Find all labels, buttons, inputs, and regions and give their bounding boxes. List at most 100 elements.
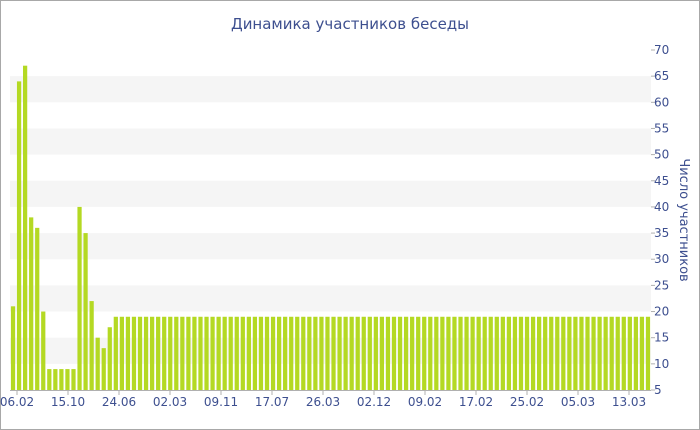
grid-bands [10,76,651,364]
bar [440,316,445,390]
bar [216,316,221,390]
x-tick-label: 05.03 [561,395,595,409]
bar [295,316,300,390]
bar [555,316,560,390]
bar [210,316,215,390]
bar [428,316,433,390]
bar-series [10,65,651,390]
y-tick-label: 50 [654,148,669,162]
bar [222,316,227,390]
bar [23,65,28,390]
x-tick-label: 02.03 [153,395,187,409]
bar [162,316,167,390]
bar [59,369,64,390]
bar [422,316,427,390]
bar [379,316,385,390]
x-tick-label: 24.06 [102,395,136,409]
bar [494,316,499,390]
bar [168,316,173,390]
bar [337,316,342,390]
bar [95,337,100,390]
bar [258,316,264,390]
bar [131,316,137,390]
bar [16,81,22,390]
bar [470,316,475,390]
bar [645,316,651,390]
bar [83,233,88,390]
bar [319,316,324,390]
bar [416,316,421,390]
bar [113,316,118,390]
bar [488,316,493,390]
bar [385,316,391,390]
bar [512,316,518,390]
y-tick-label: 10 [654,357,669,371]
bar [452,316,457,390]
x-tick-label: 13.03 [612,395,646,409]
grid-band [10,76,651,103]
bar [373,316,378,390]
bar [101,348,106,390]
x-tick-label: 26.03 [306,395,340,409]
bar [446,316,451,390]
bar [343,316,348,390]
y-tick-label: 30 [654,252,669,266]
y-tick-label: 45 [654,174,669,188]
bar [71,369,76,390]
bar [349,316,354,390]
y-axis-label: Число участников [676,158,691,281]
grid-band [10,233,651,260]
bar [276,316,282,390]
bar [355,316,360,390]
bar [506,316,512,390]
x-tick-label: 17.07 [255,395,289,409]
bar [143,316,149,390]
bar [35,227,40,390]
bar [331,316,336,390]
x-tick-label: 17.02 [459,395,493,409]
bar [500,316,505,390]
bar [156,316,161,390]
y-tick-label: 35 [654,226,669,240]
y-tick-label: 70 [654,43,669,57]
bar [482,316,487,390]
bar [434,316,439,390]
bar [307,316,312,390]
y-axis-ticks: 5 10 15 20 25 30 35 40 45 50 55 60 65 70 [651,43,669,397]
grid-band [10,128,651,155]
bar [192,316,197,390]
bar [621,316,626,390]
y-tick-label: 20 [654,305,669,319]
bar [41,311,46,390]
bar [567,316,572,390]
y-tick-label: 65 [654,69,669,83]
bar [264,316,270,390]
bar [29,217,34,390]
x-tick-label: 09.11 [204,395,238,409]
bar [301,316,306,390]
bar [149,316,155,390]
bar [458,316,463,390]
x-axis-ticks: 06.02 15.10 24.06 02.03 09.11 17.07 26.03 02.12… [0,390,646,409]
bar [47,369,52,390]
bar [410,316,415,390]
bar [119,316,124,390]
x-tick-label: 02.12 [357,395,391,409]
bar [543,316,548,390]
bar [198,316,203,390]
bar [633,316,638,390]
bar [403,316,409,390]
x-tick-label: 15.10 [51,395,85,409]
bar [579,316,584,390]
y-tick-label: 60 [654,95,669,109]
bar [53,369,58,390]
bar [518,316,524,390]
bar [585,316,590,390]
bar [137,316,143,390]
bar [228,316,233,390]
bar [10,306,16,390]
bar [77,206,82,390]
bar [537,316,542,390]
bar [603,316,608,390]
